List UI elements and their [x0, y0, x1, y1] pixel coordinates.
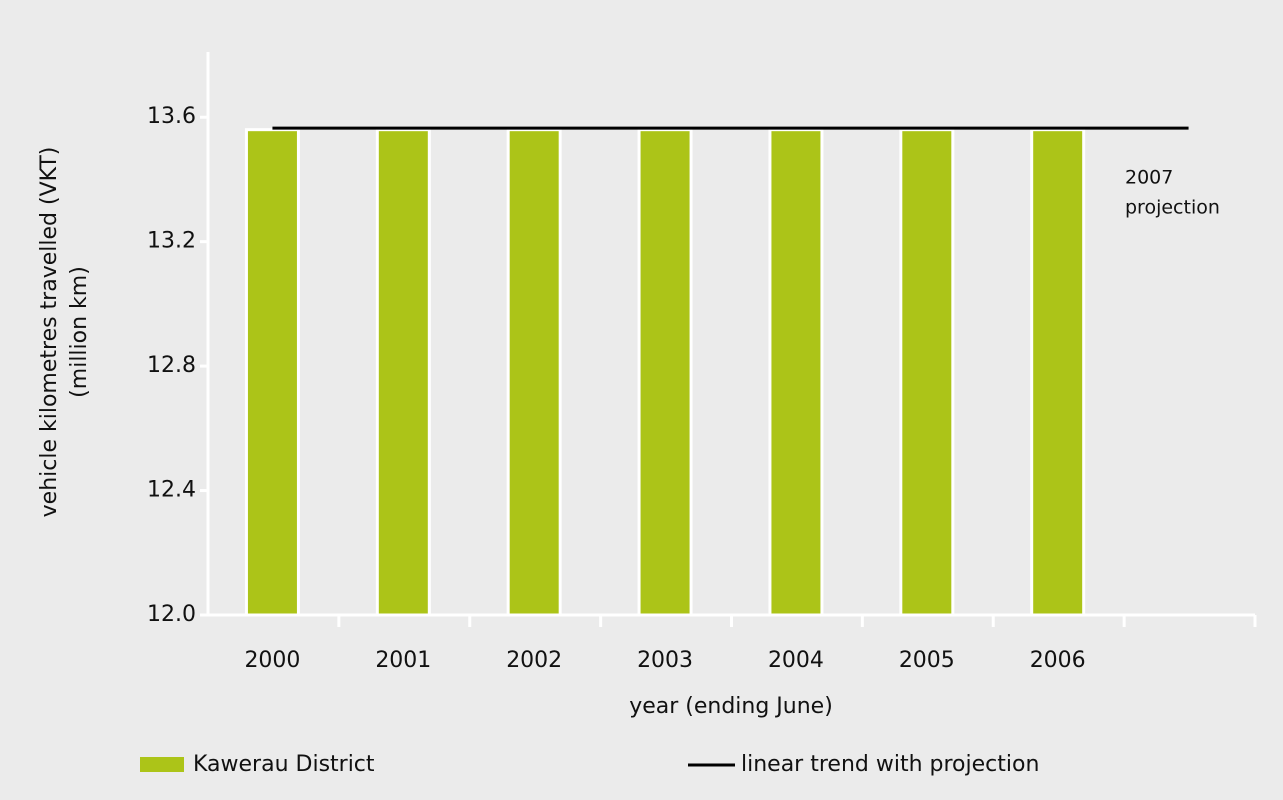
y-axis-label-line: (million km)	[67, 266, 92, 398]
legend-swatch	[140, 757, 184, 772]
annotation: 2007	[1125, 167, 1173, 189]
y-tick-label: 13.2	[147, 229, 196, 254]
x-tick-label: 2002	[506, 648, 562, 673]
bar	[899, 128, 955, 617]
bar	[506, 128, 562, 617]
y-tick-label: 12.8	[147, 353, 196, 378]
y-axis-label-line: vehicle kilometres travelled (VKT)	[37, 147, 62, 518]
annotation: projection	[1125, 197, 1220, 219]
x-tick-label: 2005	[899, 648, 955, 673]
x-tick-label: 2003	[637, 648, 693, 673]
x-tick-label: 2001	[375, 648, 431, 673]
bar	[1030, 128, 1086, 617]
x-axis-label: year (ending June)	[629, 694, 833, 719]
legend-label: linear trend with projection	[741, 752, 1039, 777]
y-tick-label: 12.0	[147, 602, 196, 627]
x-tick-label: 2004	[768, 648, 824, 673]
bar	[375, 128, 431, 617]
bar	[637, 128, 693, 617]
y-axis-label: vehicle kilometres travelled (VKT) (mill…	[37, 147, 92, 518]
x-tick-label: 2000	[244, 648, 300, 673]
y-tick-label: 12.4	[147, 478, 196, 503]
bar	[244, 128, 300, 617]
y-tick-label: 13.6	[147, 104, 196, 129]
bar	[768, 128, 824, 617]
x-tick-label: 2006	[1030, 648, 1086, 673]
legend-label: Kawerau District	[193, 752, 375, 777]
